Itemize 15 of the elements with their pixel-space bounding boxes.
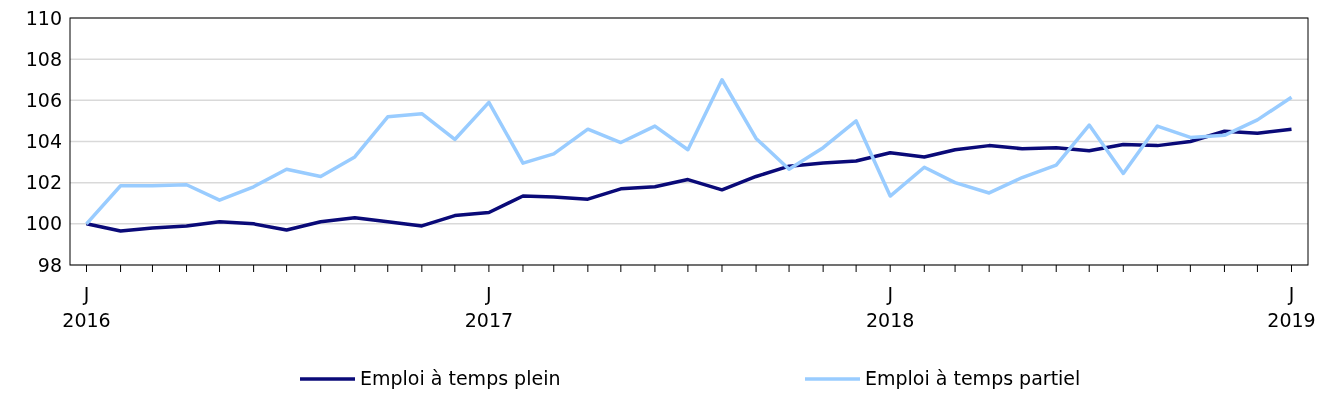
x-tick-label: J 2019 bbox=[1267, 283, 1316, 331]
x-tick-label: J 2016 bbox=[62, 283, 111, 331]
x-tick-label: J 2017 bbox=[464, 283, 514, 331]
y-tick-label: 106 bbox=[25, 88, 62, 111]
line-series bbox=[84, 78, 1294, 226]
y-tick-label: 110 bbox=[25, 6, 62, 29]
line-series bbox=[84, 127, 1294, 233]
x-tick-label: J 2018 bbox=[866, 283, 915, 331]
y-tick-label: 100 bbox=[25, 212, 62, 235]
y-tick-label: 98 bbox=[37, 253, 62, 276]
y-tick-label: 108 bbox=[25, 47, 62, 70]
legend-label: Emploi à temps plein bbox=[360, 367, 561, 389]
y-tick-label: 104 bbox=[25, 130, 62, 153]
y-tick-label: 102 bbox=[25, 171, 62, 194]
legend-label: Emploi à temps partiel bbox=[865, 367, 1081, 389]
